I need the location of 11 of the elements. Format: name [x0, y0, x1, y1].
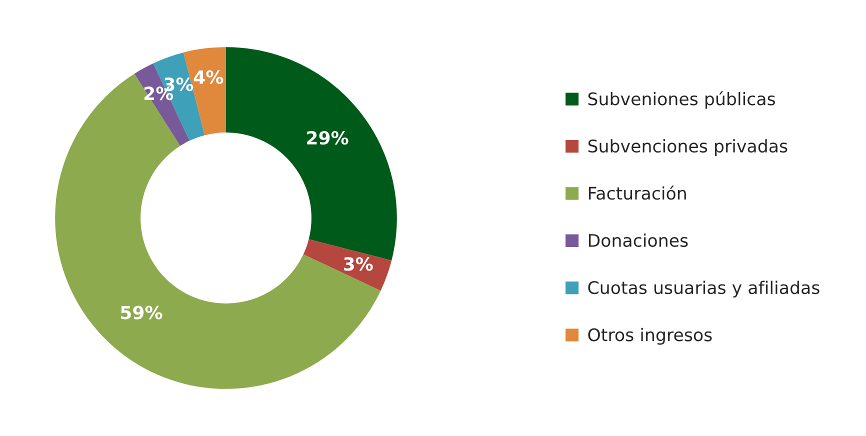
donut-slice [303, 239, 392, 291]
legend-label: Donaciones [588, 234, 688, 247]
legend-label: Cuotas usuarias y afiliadas [588, 280, 820, 298]
legend-label: Subvenciones privadas [588, 139, 788, 156]
data-label: 29% [307, 131, 348, 145]
data-label: 4% [194, 70, 224, 84]
data-label: 59% [121, 306, 162, 320]
legend-label: Facturación [588, 186, 686, 200]
legend-label: Subveniones públicas [588, 91, 776, 109]
data-label: 3% [344, 257, 373, 271]
legend-label: Otros ingresos [588, 328, 712, 345]
